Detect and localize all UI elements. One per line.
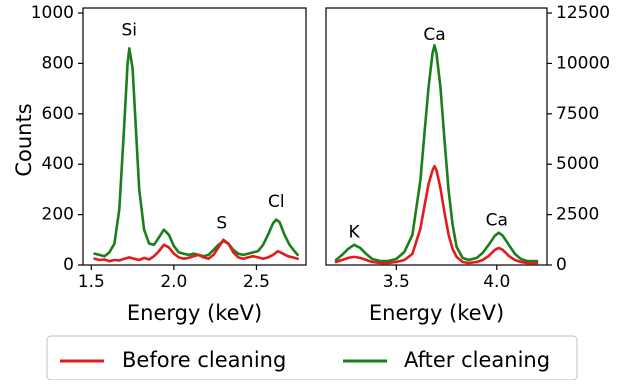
y-tick-label: 5000 <box>556 154 599 174</box>
y-tick-label: 10000 <box>556 53 610 73</box>
left-panel: 1.5 2.0 2.5 0 200 400 600 800 1000 Energy (keV) Si… <box>31 3 307 325</box>
peak-label: Cl <box>268 192 285 212</box>
x-axis-label: Energy (keV) <box>369 301 504 325</box>
peak-label: S <box>216 213 227 233</box>
peak-label: Ca <box>486 211 508 231</box>
x-tick-label: 4.0 <box>483 272 510 292</box>
y-tick-label: 0 <box>556 255 567 275</box>
plot-frame <box>325 7 548 266</box>
peak-label: K <box>349 223 361 243</box>
series-line-before-cleaning <box>334 164 539 265</box>
y-tick-label: 7500 <box>556 104 599 124</box>
y-tick-label: 600 <box>42 104 74 124</box>
y-tick-label: 400 <box>42 154 74 174</box>
right-panel: 3.5 4.0 0 2500 5000 7500 10000 12500 Energy (keV… <box>325 3 610 325</box>
y-axis-label: Counts <box>12 103 36 176</box>
x-tick-label: 3.5 <box>383 272 410 292</box>
plot-frame <box>82 7 307 266</box>
x-tick-label: 1.5 <box>78 272 105 292</box>
series-line-before-cleaning <box>93 238 299 263</box>
x-tick-label: 2.5 <box>243 272 270 292</box>
series-line-after-cleaning <box>93 47 299 258</box>
y-tick-label: 1000 <box>31 3 74 23</box>
legend-label-after: After cleaning <box>404 348 550 372</box>
y-tick-label: 800 <box>42 53 74 73</box>
peak-label: Si <box>121 21 137 41</box>
y-tick-label: 200 <box>42 205 74 225</box>
y-tick-label: 0 <box>63 255 74 275</box>
y-tick-label: 2500 <box>556 205 599 225</box>
legend-label-before: Before cleaning <box>122 348 286 372</box>
x-tick-label: 2.0 <box>160 272 187 292</box>
x-axis-label: Energy (keV) <box>127 301 262 325</box>
y-tick-label: 12500 <box>556 3 610 23</box>
series-line-after-cleaning <box>334 44 539 263</box>
legend: Before cleaning After cleaning <box>46 335 578 381</box>
peak-label: Ca <box>423 25 445 45</box>
